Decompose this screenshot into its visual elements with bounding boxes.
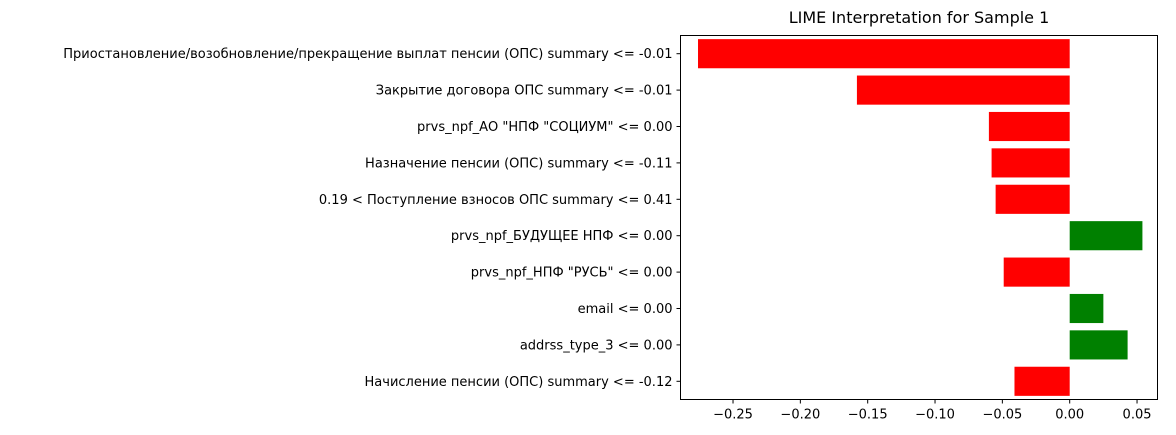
y-tick-labels: Приостановление/возобновление/прекращени… xyxy=(63,47,681,390)
x-tick-label: −0.05 xyxy=(982,408,1022,423)
y-tick-label: 0.19 < Поступление взносов ОПС summary <… xyxy=(319,193,673,208)
x-tick-label: −0.25 xyxy=(713,408,753,423)
x-tick-label: −0.10 xyxy=(915,408,955,423)
x-tick-label: −0.15 xyxy=(848,408,888,423)
x-tick-label: 0.05 xyxy=(1123,408,1152,423)
bar-6 xyxy=(1069,221,1143,251)
bar-1 xyxy=(698,39,1070,69)
bar-3 xyxy=(988,111,1070,142)
bar-5 xyxy=(995,184,1070,214)
bar-9 xyxy=(1069,330,1128,360)
y-tick-label: Закрытие договора ОПС summary <= -0.01 xyxy=(376,84,673,99)
y-tick-label: prvs_npf_БУДУЩЕЕ НПФ <= 0.00 xyxy=(451,229,673,244)
bar-2 xyxy=(856,75,1070,105)
x-axis: −0.25 −0.20 −0.15 −0.10 −0.05 0.00 0.05 xyxy=(713,399,1152,423)
x-tick-label: −0.20 xyxy=(780,408,820,423)
y-tick-label: Приостановление/возобновление/прекращени… xyxy=(63,47,672,62)
y-tick-label: prvs_npf_АО "НПФ "СОЦИУМ" <= 0.00 xyxy=(417,120,672,135)
y-tick-label: addrss_type_3 <= 0.00 xyxy=(520,338,673,353)
y-tick-label: Назначение пенсии (ОПС) summary <= -0.11 xyxy=(365,156,672,171)
bar-7 xyxy=(1003,257,1070,287)
bar-10 xyxy=(1014,366,1070,396)
y-tick-label: prvs_npf_НПФ "РУСЬ" <= 0.00 xyxy=(471,266,673,281)
bars-group xyxy=(698,39,1143,396)
bar-8 xyxy=(1069,293,1104,324)
chart-title: LIME Interpretation for Sample 1 xyxy=(789,8,1050,27)
y-tick-label: Начисление пенсии (ОПС) summary <= -0.12 xyxy=(365,375,673,390)
y-tick-label: email <= 0.00 xyxy=(578,302,673,317)
x-tick-label: 0.00 xyxy=(1055,408,1084,423)
bar-4 xyxy=(991,148,1070,178)
plot-frame xyxy=(680,35,1158,400)
